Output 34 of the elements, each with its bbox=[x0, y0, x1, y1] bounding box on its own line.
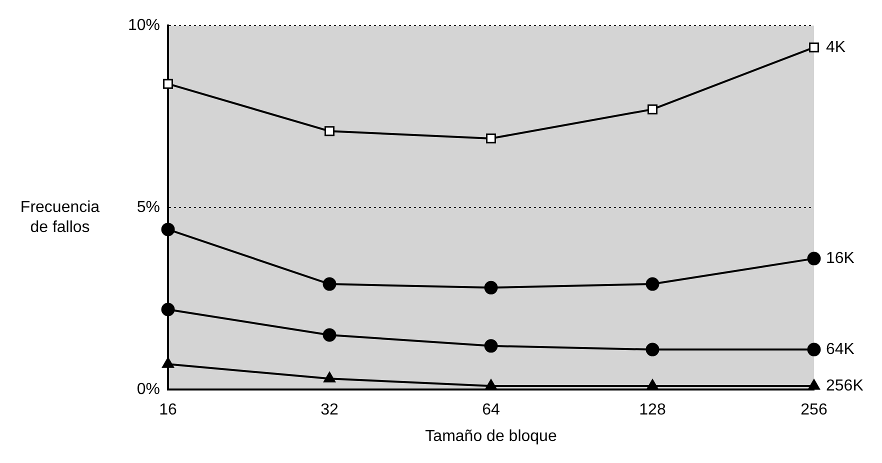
y-tick-label: 5% bbox=[136, 199, 160, 216]
x-tick-label: 32 bbox=[320, 402, 339, 419]
point bbox=[484, 280, 498, 294]
point bbox=[163, 78, 174, 89]
series-label: 256K bbox=[826, 377, 864, 394]
point bbox=[324, 126, 335, 136]
x-tick-label: 16 bbox=[159, 402, 178, 419]
point bbox=[646, 277, 660, 291]
point bbox=[324, 372, 336, 382]
point bbox=[484, 339, 498, 353]
x-tick-label: 128 bbox=[639, 402, 666, 419]
point bbox=[808, 379, 820, 390]
point bbox=[161, 222, 175, 236]
series-label: 16K bbox=[826, 250, 855, 267]
y-tick-label: 0% bbox=[136, 381, 160, 398]
series-label: 64K bbox=[826, 340, 855, 358]
point bbox=[646, 342, 660, 356]
point bbox=[322, 277, 336, 291]
x-tick-label: 256 bbox=[800, 402, 828, 419]
point bbox=[807, 342, 821, 356]
y-axis-title: Frecuencia de fallos bbox=[20, 199, 100, 236]
point bbox=[322, 328, 336, 342]
series-label: 4K bbox=[826, 38, 846, 56]
point bbox=[648, 104, 658, 114]
point bbox=[809, 42, 819, 52]
x-axis-title: Tamaño de bloque bbox=[425, 428, 557, 445]
point bbox=[485, 379, 497, 390]
point bbox=[161, 302, 175, 316]
y-tick-label: 10% bbox=[128, 17, 160, 34]
x-tick-label: 64 bbox=[482, 402, 500, 419]
point bbox=[486, 133, 496, 144]
point bbox=[646, 379, 658, 390]
point bbox=[162, 357, 174, 368]
point bbox=[807, 252, 821, 266]
